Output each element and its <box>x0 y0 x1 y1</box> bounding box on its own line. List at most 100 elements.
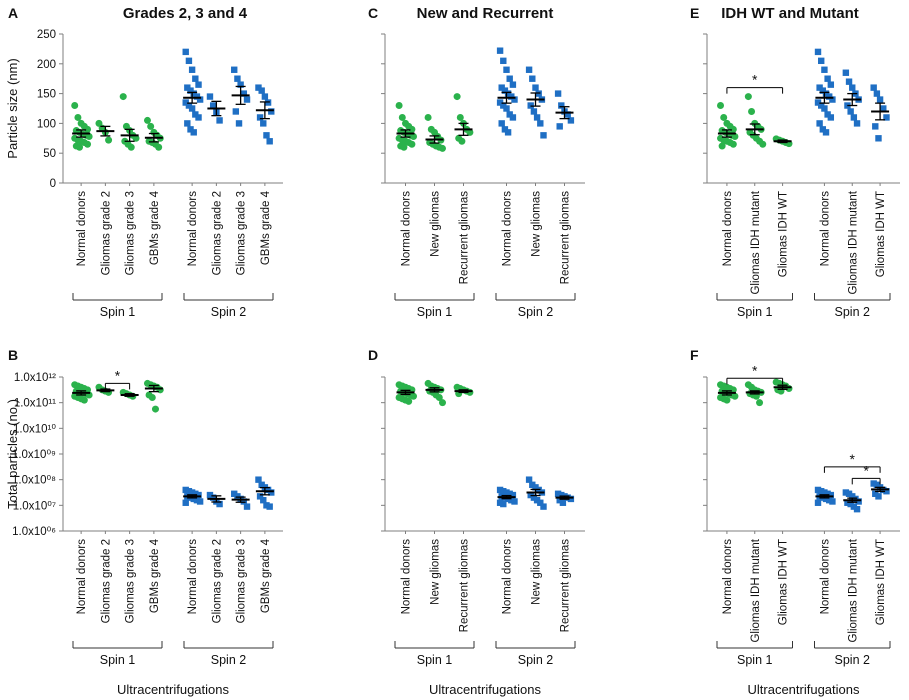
panel-f-point <box>829 498 836 505</box>
panel-e-point <box>759 140 767 148</box>
panel-c-point <box>564 111 571 118</box>
panel-e-point <box>814 48 822 56</box>
panel-a-category-label: Gliomas grade 2 <box>211 191 223 275</box>
panel-a-point <box>105 136 113 144</box>
panel-d-category-label: Recurrent gliomas <box>459 539 471 633</box>
panel-b-point <box>209 494 217 501</box>
panel-e-point <box>748 107 756 115</box>
panel-b-point <box>268 489 275 496</box>
panel-b-point <box>196 498 204 505</box>
panel-a-point <box>119 93 127 101</box>
panel-a-spin-label: Spin 2 <box>211 305 246 319</box>
panel-c-point <box>506 75 513 82</box>
panel-b-category-label: Normal donors <box>187 539 199 615</box>
panel-d-point <box>410 392 417 400</box>
panel-b-point <box>266 503 273 510</box>
panel-a-point <box>235 120 243 127</box>
panel-e-category-label: Gliomas IDH mutant <box>750 190 762 294</box>
panel-a-y-label: Particle size (nm) <box>5 58 20 158</box>
panel-f-point <box>827 491 835 499</box>
panel-b-spin-label: Spin 2 <box>211 653 246 667</box>
panel-a-point <box>182 99 189 106</box>
panel-d-point <box>496 499 504 506</box>
panel-f-spin-label: Spin 2 <box>835 653 870 667</box>
panel-a-y-tick-label: 100 <box>37 118 56 130</box>
panel-e-point <box>845 78 853 85</box>
panel-b-point <box>182 499 189 506</box>
panel-b-y-tick-label: 1.0x10¹² <box>14 372 56 384</box>
panel-a-point <box>268 108 275 115</box>
panel-c-point <box>395 102 403 110</box>
panel-a-point <box>185 57 193 65</box>
panel-f-point <box>883 488 890 495</box>
panel-b-point <box>263 502 270 509</box>
panel-d-spin-label: Spin 2 <box>518 653 553 667</box>
panel-f-point <box>723 396 731 404</box>
panel-a-point <box>243 96 251 103</box>
panel-f-point <box>875 493 882 500</box>
panel-a-spin-label: Spin 1 <box>100 305 135 319</box>
panel-a-point <box>76 143 84 151</box>
panel-d-category-label: Normal donors <box>502 539 514 615</box>
panel-d-point <box>567 495 575 503</box>
panel-e-spin-label: Spin 1 <box>737 305 772 319</box>
panel-f-category-label: Normal donors <box>819 539 831 615</box>
panel-e-point <box>821 105 828 112</box>
panel-a-point <box>190 90 197 97</box>
panel-c-point <box>529 75 536 82</box>
panel-a-point <box>256 114 264 121</box>
panel-a-point <box>155 143 163 151</box>
panel-a-point <box>240 90 248 97</box>
panel-a-point <box>206 93 214 100</box>
panel-c-spin-label: Spin 2 <box>518 305 553 319</box>
panel-d-point <box>405 397 413 405</box>
panel-a-point <box>232 108 240 115</box>
panel-e-point <box>720 113 728 121</box>
panel-b-point <box>151 405 159 413</box>
panel-c-point <box>532 84 539 91</box>
panel-e-point <box>744 93 752 101</box>
panel-b-spin-label: Spin 1 <box>100 653 135 667</box>
panel-f-category-label: Gliomas IDH mutant <box>750 538 762 642</box>
panel-d-spin-label: Spin 1 <box>417 653 452 667</box>
panel-e-spin-label: Spin 2 <box>835 305 870 319</box>
panel-c-point <box>504 90 512 97</box>
panel-e-point <box>818 57 825 65</box>
panel-f-category-label: Gliomas IDH WT <box>875 539 887 625</box>
panel-c-point <box>398 113 406 121</box>
panel-e-point <box>821 66 828 73</box>
panel-e-title: IDH WT and Mutant <box>721 5 858 22</box>
panel-a-point <box>85 133 93 141</box>
panel-c-point <box>498 120 505 127</box>
panel-f-category-label: Normal donors <box>722 539 734 615</box>
panel-b-point <box>195 491 202 499</box>
panel-a-point <box>263 132 270 139</box>
panel-e-point <box>718 142 726 150</box>
panel-e-point <box>849 84 856 91</box>
panel-b-point <box>255 476 262 483</box>
panel-b-x-label: Ultracentrifugations <box>117 682 229 697</box>
panel-a-point <box>190 129 197 136</box>
panel-a-y-tick-label: 200 <box>37 59 56 71</box>
panel-a-y-tick-label: 0 <box>50 178 56 190</box>
panel-e-point <box>729 125 737 133</box>
panel-a-category-label: GBMs grade 4 <box>149 190 161 265</box>
panel-b-point <box>231 490 238 497</box>
panel-b-category-label: Gliomas grade 3 <box>236 539 248 623</box>
panel-e-point <box>827 81 835 88</box>
panel-e-point <box>842 69 850 76</box>
panel-d-point <box>500 500 507 508</box>
panel-a-point <box>188 105 196 112</box>
panel-b-category-label: GBMs grade 4 <box>260 538 272 613</box>
panel-d-point <box>435 394 443 402</box>
panel-d-category-label: Recurrent gliomas <box>560 539 572 633</box>
panel-a-point <box>74 113 82 121</box>
panel-a-point <box>234 75 241 82</box>
panel-c-point <box>408 140 416 148</box>
panel-b-y-tick-label: 1.0x10⁰⁸ <box>12 475 56 487</box>
panel-b-point <box>243 503 251 510</box>
panel-f-point <box>814 499 822 506</box>
panel-e-point <box>824 75 831 82</box>
panel-b-point <box>156 386 164 394</box>
panel-b-y-label: Total particles (no.) <box>5 399 20 509</box>
